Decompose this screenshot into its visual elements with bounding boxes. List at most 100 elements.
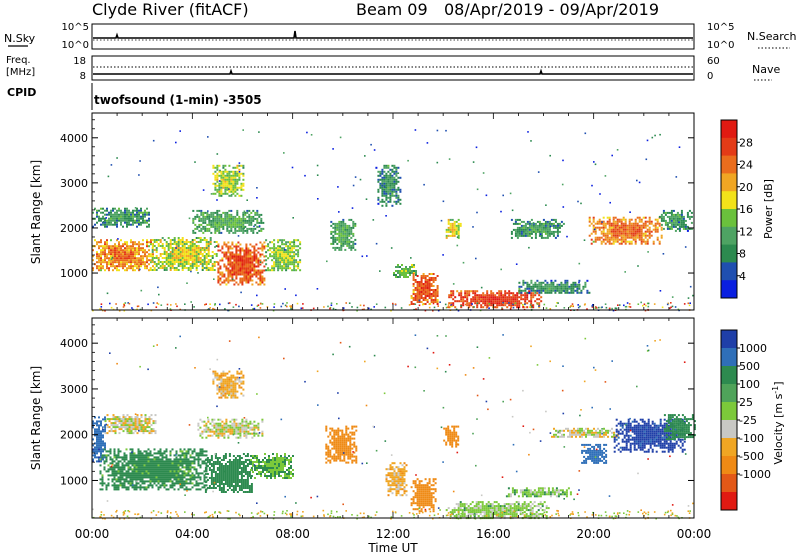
data-cell (654, 134, 656, 137)
data-cell (199, 261, 202, 263)
data-cell (223, 253, 226, 256)
data-cell (508, 292, 511, 295)
data-cell (143, 482, 146, 485)
data-cell (501, 308, 504, 310)
data-cell (173, 470, 176, 473)
data-cell (189, 269, 192, 271)
data-cell (152, 302, 155, 304)
data-cell (678, 221, 680, 224)
data-cell (596, 220, 599, 223)
data-cell (588, 220, 591, 223)
data-cell (243, 263, 246, 266)
data-cell (528, 220, 531, 223)
data-cell (383, 178, 386, 181)
data-cell (658, 222, 661, 225)
data-cell (640, 301, 642, 304)
data-cell (107, 484, 110, 487)
data-cell (486, 294, 489, 297)
data-cell (114, 253, 116, 256)
data-cell (618, 232, 621, 235)
data-cell (253, 249, 256, 252)
data-cell (447, 234, 450, 237)
data-cell (193, 245, 196, 247)
data-cell (642, 222, 645, 225)
data-cell (606, 238, 609, 241)
data-cell (147, 472, 150, 475)
data-cell (100, 440, 102, 443)
data-cell (488, 296, 491, 299)
data-cell (644, 242, 647, 245)
data-cell (490, 294, 493, 297)
data-cell (173, 237, 176, 239)
data-cell (445, 236, 448, 239)
data-cell (251, 267, 254, 270)
data-cell (223, 275, 226, 278)
data-cell (415, 270, 417, 272)
data-cell (236, 180, 239, 183)
data-cell (504, 302, 507, 305)
data-cell (100, 444, 102, 447)
data-cell (598, 222, 601, 225)
data-cell (169, 263, 172, 265)
power-plot-background (92, 113, 694, 310)
data-cell (424, 275, 427, 277)
data-cell (235, 275, 238, 278)
data-cell (98, 420, 100, 423)
data-cell (557, 224, 560, 227)
data-cell (103, 466, 106, 469)
data-cell (514, 298, 517, 301)
data-cell (155, 464, 158, 467)
data-cell (120, 223, 122, 226)
data-cell (100, 430, 102, 433)
data-cell (199, 476, 202, 479)
data-cell (228, 176, 231, 179)
data-cell (492, 294, 495, 297)
data-cell (151, 239, 154, 241)
data-cell (397, 166, 400, 169)
data-cell (530, 294, 533, 297)
data-cell (277, 249, 280, 252)
data-cell (574, 281, 577, 284)
data-cell (120, 255, 122, 258)
data-cell (133, 488, 136, 491)
data-cell (263, 269, 266, 272)
data-cell (250, 221, 253, 224)
data-cell (146, 219, 148, 222)
data-cell (127, 476, 130, 479)
data-cell (171, 464, 174, 467)
data-cell (98, 209, 100, 212)
data-cell (263, 283, 266, 286)
data-cell (397, 200, 400, 203)
data-cell (295, 249, 298, 252)
data-cell (248, 209, 251, 212)
data-cell (690, 211, 693, 214)
data-cell (588, 218, 591, 221)
data-cell (273, 267, 276, 270)
data-cell (231, 255, 234, 258)
data-cell (175, 452, 178, 455)
data-cell (181, 259, 184, 261)
data-cell (520, 294, 523, 297)
data-cell (245, 259, 248, 262)
data-cell (141, 480, 144, 483)
data-cell (430, 299, 433, 301)
data-cell (253, 257, 256, 260)
data-cell (405, 268, 407, 270)
data-cell (130, 255, 132, 258)
data-cell (136, 219, 138, 222)
data-cell (165, 470, 168, 473)
data-cell (462, 298, 465, 301)
data-cell (536, 283, 539, 286)
data-cell (610, 226, 613, 229)
data-cell (622, 226, 625, 229)
data-cell (644, 216, 647, 219)
data-cell (139, 484, 142, 487)
data-cell (215, 255, 218, 257)
data-cell (224, 308, 226, 310)
data-cell (137, 456, 140, 459)
data-cell (185, 247, 188, 249)
data-cell (99, 464, 102, 467)
data-cell (381, 186, 384, 189)
data-cell (138, 257, 140, 260)
data-cell (183, 263, 186, 265)
